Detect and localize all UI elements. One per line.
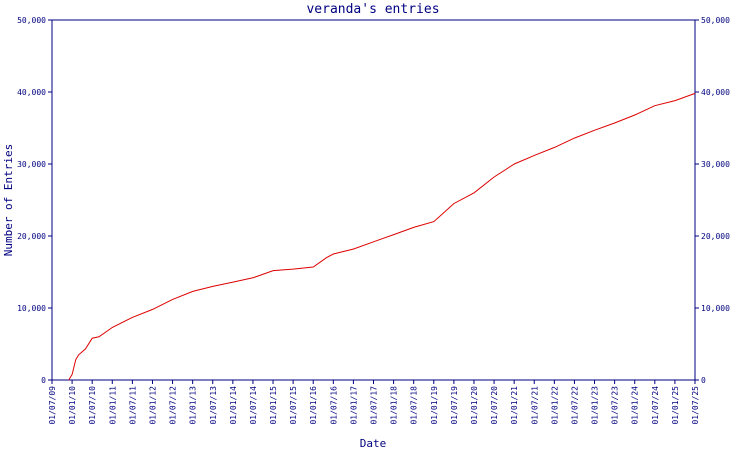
y-tick-label-right: 30,000 bbox=[701, 160, 730, 169]
x-tick-label: 01/07/21 bbox=[530, 386, 539, 425]
y-tick-label-left: 20,000 bbox=[17, 232, 46, 241]
plot-area-frame bbox=[51, 19, 696, 381]
y-tick-label-right: 10,000 bbox=[701, 304, 730, 313]
x-tick-label: 01/01/11 bbox=[108, 386, 117, 425]
x-tick-label: 01/07/23 bbox=[611, 386, 620, 425]
x-tick-label: 01/07/14 bbox=[249, 386, 258, 425]
x-axis: 01/07/09 01/01/10 01/07/10 01/01/11 01/07/11… bbox=[48, 380, 700, 425]
y-tick-label-left: 30,000 bbox=[17, 160, 46, 169]
x-tick-label: 01/01/20 bbox=[470, 386, 479, 425]
x-tick-label: 01/07/25 bbox=[691, 386, 700, 425]
x-tick-label: 01/01/21 bbox=[510, 386, 519, 425]
x-tick-label: 01/07/20 bbox=[490, 386, 499, 425]
y-tick-label-right: 0 bbox=[701, 376, 706, 385]
x-tick-label: 01/07/13 bbox=[209, 386, 218, 425]
x-tick-label: 01/01/18 bbox=[390, 386, 399, 425]
x-tick-label: 01/07/24 bbox=[651, 386, 660, 425]
y-tick-label-right: 40,000 bbox=[701, 88, 730, 97]
x-tick-label: 01/07/10 bbox=[88, 386, 97, 425]
x-axis-label: Date bbox=[360, 437, 387, 450]
y-axis-right: 0 10,000 20,000 30,000 40,000 50,000 bbox=[695, 16, 730, 385]
x-tick-label: 01/01/14 bbox=[229, 386, 238, 425]
y-tick-label-right: 20,000 bbox=[701, 232, 730, 241]
x-tick-label: 01/07/12 bbox=[169, 386, 178, 425]
x-tick-label: 01/01/15 bbox=[269, 386, 278, 425]
x-tick-label: 01/01/19 bbox=[430, 386, 439, 425]
y-tick-label-right: 50,000 bbox=[701, 16, 730, 25]
x-tick-label: 01/07/22 bbox=[570, 386, 579, 425]
x-tick-label: 01/07/16 bbox=[329, 386, 338, 425]
x-tick-label: 01/01/13 bbox=[189, 386, 198, 425]
series-line-entries bbox=[68, 92, 696, 381]
x-tick-label: 01/07/15 bbox=[289, 386, 298, 425]
y-tick-label-left: 0 bbox=[41, 376, 46, 385]
x-tick-label: 01/01/24 bbox=[631, 386, 640, 425]
y-tick-label-left: 50,000 bbox=[17, 16, 46, 25]
chart-title: veranda's entries bbox=[306, 2, 439, 17]
y-axis-label: Number of Entries bbox=[2, 144, 15, 257]
y-tick-label-left: 10,000 bbox=[17, 304, 46, 313]
x-tick-label: 01/07/17 bbox=[370, 386, 379, 425]
x-tick-label: 01/07/09 bbox=[48, 386, 57, 425]
x-tick-label: 01/01/10 bbox=[68, 386, 77, 425]
x-tick-label: 01/01/17 bbox=[349, 386, 358, 425]
y-axis-left: 0 10,000 20,000 30,000 40,000 50,000 bbox=[17, 16, 52, 385]
x-tick-label: 01/01/25 bbox=[671, 386, 680, 425]
x-tick-label: 01/01/23 bbox=[591, 386, 600, 425]
x-tick-label: 01/07/19 bbox=[450, 386, 459, 425]
x-tick-label: 01/07/18 bbox=[410, 386, 419, 425]
x-tick-label: 01/01/12 bbox=[148, 386, 157, 425]
y-tick-label-left: 40,000 bbox=[17, 88, 46, 97]
x-tick-label: 01/01/16 bbox=[309, 386, 318, 425]
x-tick-label: 01/07/11 bbox=[128, 386, 137, 425]
x-tick-label: 01/01/22 bbox=[550, 386, 559, 425]
